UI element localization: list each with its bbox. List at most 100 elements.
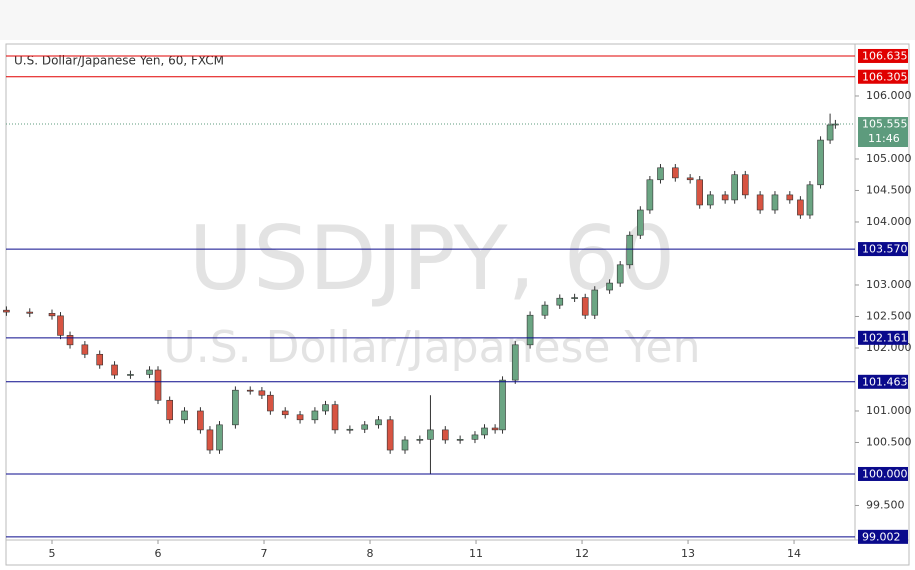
candle-body — [646, 179, 654, 211]
candle-body — [556, 297, 564, 306]
candle-body — [57, 315, 64, 336]
level-badge — [858, 466, 908, 481]
y-tick-label: 100.500 — [866, 435, 912, 448]
candle-body — [786, 194, 794, 201]
candle-body — [686, 177, 694, 181]
level-badge — [858, 374, 908, 389]
candle-body — [541, 304, 549, 316]
top-bar — [0, 0, 915, 40]
last-price-time: 11:46 — [868, 132, 900, 145]
level-badge — [858, 330, 908, 345]
candle-body — [386, 419, 394, 451]
y-tick-label: 104.500 — [866, 183, 912, 196]
candle-body — [571, 297, 578, 299]
candle-body — [499, 379, 506, 431]
candle-body — [581, 297, 589, 316]
y-tick-label: 104.000 — [866, 215, 912, 228]
candle-body — [66, 335, 74, 346]
x-tick-label: 6 — [155, 547, 162, 560]
chart-title: U.S. Dollar/Japanese Yen, 60, FXCM — [14, 54, 224, 68]
level-label: 99.002 — [862, 530, 901, 543]
last-price-label: 105.555 — [862, 118, 908, 131]
level-label: 101.463 — [862, 375, 908, 388]
candle-body — [375, 419, 382, 426]
candle-body — [456, 439, 464, 441]
x-tick-label: 12 — [575, 547, 589, 560]
candle-body — [771, 194, 779, 211]
candle-body — [81, 344, 89, 355]
candle-body — [797, 199, 804, 216]
candle-body — [127, 374, 134, 376]
level-label: 103.570 — [862, 243, 908, 256]
candle-body — [696, 179, 704, 206]
candle-body — [511, 344, 519, 381]
candle-body — [166, 399, 173, 421]
candle-body — [311, 410, 319, 421]
candle-body — [707, 194, 714, 206]
candle-body — [741, 174, 749, 196]
level-label: 106.305 — [862, 70, 908, 83]
frame — [5, 43, 910, 566]
candle-body — [206, 429, 214, 451]
level-badge — [858, 242, 908, 257]
candle-body — [361, 424, 369, 430]
candle-body — [491, 427, 499, 431]
y-tick-label: 105.000 — [866, 152, 912, 165]
x-tick-label: 13 — [681, 547, 695, 560]
level-label: 102.161 — [862, 331, 908, 344]
x-tick-label: 7 — [261, 547, 268, 560]
y-tick-label: 106.000 — [866, 89, 912, 102]
y-tick-label: 102.500 — [866, 309, 912, 322]
candle-body — [606, 282, 613, 291]
watermark-subtitle: U.S. Dollar/Japanese Yen — [164, 322, 701, 373]
candle-body — [281, 410, 289, 416]
candle-body — [481, 427, 488, 436]
candle-body — [806, 184, 814, 216]
candle-body — [154, 369, 162, 401]
y-tick-label: 103.000 — [866, 278, 912, 291]
x-tick-label: 8 — [367, 547, 374, 560]
candle-body — [111, 364, 118, 376]
candle-body — [48, 313, 56, 317]
y-tick-label: 101.000 — [866, 404, 912, 417]
candle-body — [197, 410, 204, 431]
candle-body — [146, 369, 153, 375]
candle-body — [616, 264, 624, 284]
y-tick-label: 99.500 — [866, 498, 905, 511]
level-label: 100.000 — [862, 467, 908, 480]
level-badge — [858, 69, 908, 84]
last-price-badge — [858, 117, 908, 148]
candle-body — [637, 209, 644, 236]
level-label: 106.635 — [862, 49, 908, 62]
candle-body — [322, 404, 329, 412]
level-badge — [858, 529, 908, 544]
candle-body — [232, 389, 239, 426]
candle-body — [721, 194, 729, 201]
candle-body — [3, 309, 10, 313]
candle-body — [246, 389, 254, 392]
candle-body — [258, 390, 266, 396]
candle-body — [416, 439, 424, 441]
candle-body — [626, 234, 634, 266]
candle-body — [331, 404, 339, 431]
candle-body — [657, 167, 664, 181]
candle-body — [756, 194, 764, 211]
candle-body — [471, 434, 479, 440]
candle-body — [826, 124, 834, 141]
candle-body — [181, 410, 188, 421]
candle-body — [401, 439, 409, 451]
candle-body — [591, 289, 599, 316]
x-tick-label: 14 — [787, 547, 801, 560]
candle-body — [96, 353, 104, 366]
candle-body — [832, 123, 839, 126]
candle-body — [267, 394, 274, 412]
candle-body — [296, 414, 304, 421]
candle-body — [526, 314, 534, 346]
candle-body — [26, 311, 34, 314]
candle-body — [731, 174, 738, 201]
candle-body — [346, 428, 354, 431]
x-tick-label: 11 — [469, 547, 483, 560]
watermark: USDJPY, 60 — [189, 207, 676, 310]
